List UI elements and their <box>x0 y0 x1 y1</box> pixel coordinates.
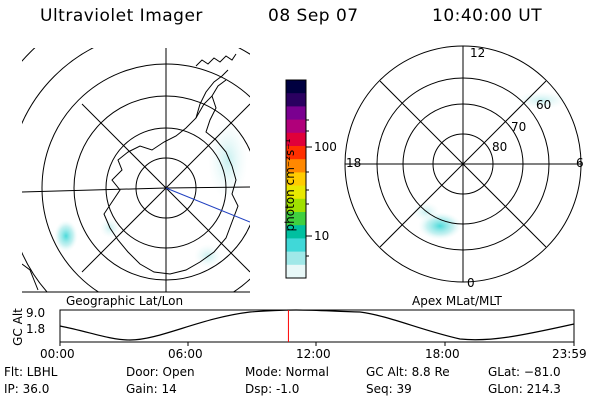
info-mode: Mode: Normal <box>245 365 329 379</box>
timeline-xtick-0000: 00:00 <box>40 347 75 361</box>
coastline <box>22 263 39 291</box>
info-ip: IP: 36.0 <box>4 382 50 396</box>
aurora-oval <box>516 91 568 109</box>
apex-panel <box>344 45 582 283</box>
colorbar-tick-10: 10 <box>314 229 330 243</box>
colorbar <box>286 80 306 279</box>
instrument-title: Ultraviolet Imager <box>40 6 203 26</box>
antarctica-coastline <box>103 95 239 275</box>
timeline-xtick-1200: 12:00 <box>296 347 331 361</box>
apex-mlt-lines <box>345 46 581 282</box>
info-glat: GLat: −81.0 <box>488 365 561 379</box>
colorbar-segment <box>286 106 306 121</box>
colorbar-ticks <box>306 119 312 257</box>
colorbar-segment <box>286 159 306 173</box>
mlat-label-60: 60 <box>536 98 552 112</box>
mlt-label-12: 12 <box>470 46 486 60</box>
info-dsp: Dsp: -1.0 <box>245 382 300 396</box>
track-line <box>165 187 250 223</box>
timeline-xtick-0600: 06:00 <box>168 347 203 361</box>
colorbar-segment <box>286 80 306 94</box>
apex-caption: Apex MLat/MLT <box>412 294 502 308</box>
aurora-oval <box>412 202 440 222</box>
colorbar-segment <box>286 238 306 253</box>
mlat-label-80: 80 <box>492 140 508 154</box>
colorbar-segment <box>286 93 306 107</box>
colorbar-segment <box>286 198 306 213</box>
timeline-ytick-low: 1.8 <box>26 322 46 336</box>
colorbar-frame <box>285 79 307 279</box>
timeline-ytick-high: 9.0 <box>26 306 46 320</box>
colorbar-segment <box>286 146 306 160</box>
info-door: Door: Open <box>126 365 195 379</box>
peninsula <box>195 69 229 119</box>
mlt-label-6: 6 <box>576 156 584 170</box>
colorbar-unit-label: photon cm⁻²s⁻¹ <box>283 138 297 232</box>
south-america-coastline <box>195 53 237 67</box>
mlt-label-18: 18 <box>346 156 362 170</box>
timeline-frame <box>59 309 575 343</box>
colorbar-segment <box>286 251 306 266</box>
aurora-patch <box>54 220 78 252</box>
date-label: 08 Sep 07 <box>268 6 359 26</box>
colorbar-tick-100: 100 <box>314 140 337 154</box>
timeline-xtick-1800: 18:00 <box>425 347 460 361</box>
info-gc-alt: GC Alt: 8.8 Re <box>366 365 450 379</box>
timeline-ticks <box>59 342 575 346</box>
timeline-axis-label: GC Alt <box>11 308 25 346</box>
colorbar-segment <box>286 172 306 187</box>
colorbar-segment <box>286 264 306 279</box>
mlt-label-0: 0 <box>467 276 475 290</box>
gc-alt-curve <box>59 309 575 341</box>
colorbar-segment <box>286 225 306 239</box>
geographic-panel <box>22 48 250 292</box>
colorbar-segment <box>286 185 306 200</box>
aurora-patch <box>208 120 248 200</box>
info-flt: Flt: LBHL <box>4 365 58 379</box>
timeline-xtick-2359: 23:59 <box>552 347 587 361</box>
info-seq: Seq: 39 <box>366 382 412 396</box>
colorbar-segment <box>286 119 306 134</box>
info-gain: Gain: 14 <box>126 382 177 396</box>
info-glon: GLon: 214.3 <box>488 382 561 396</box>
colorbar-segment <box>286 212 306 226</box>
mlat-label-70: 70 <box>511 120 527 134</box>
timeline-plot <box>59 309 575 346</box>
time-label: 10:40:00 UT <box>432 6 543 26</box>
geo-caption: Geographic Lat/Lon <box>66 294 184 308</box>
colorbar-segment <box>286 132 306 147</box>
meridians <box>22 48 250 292</box>
